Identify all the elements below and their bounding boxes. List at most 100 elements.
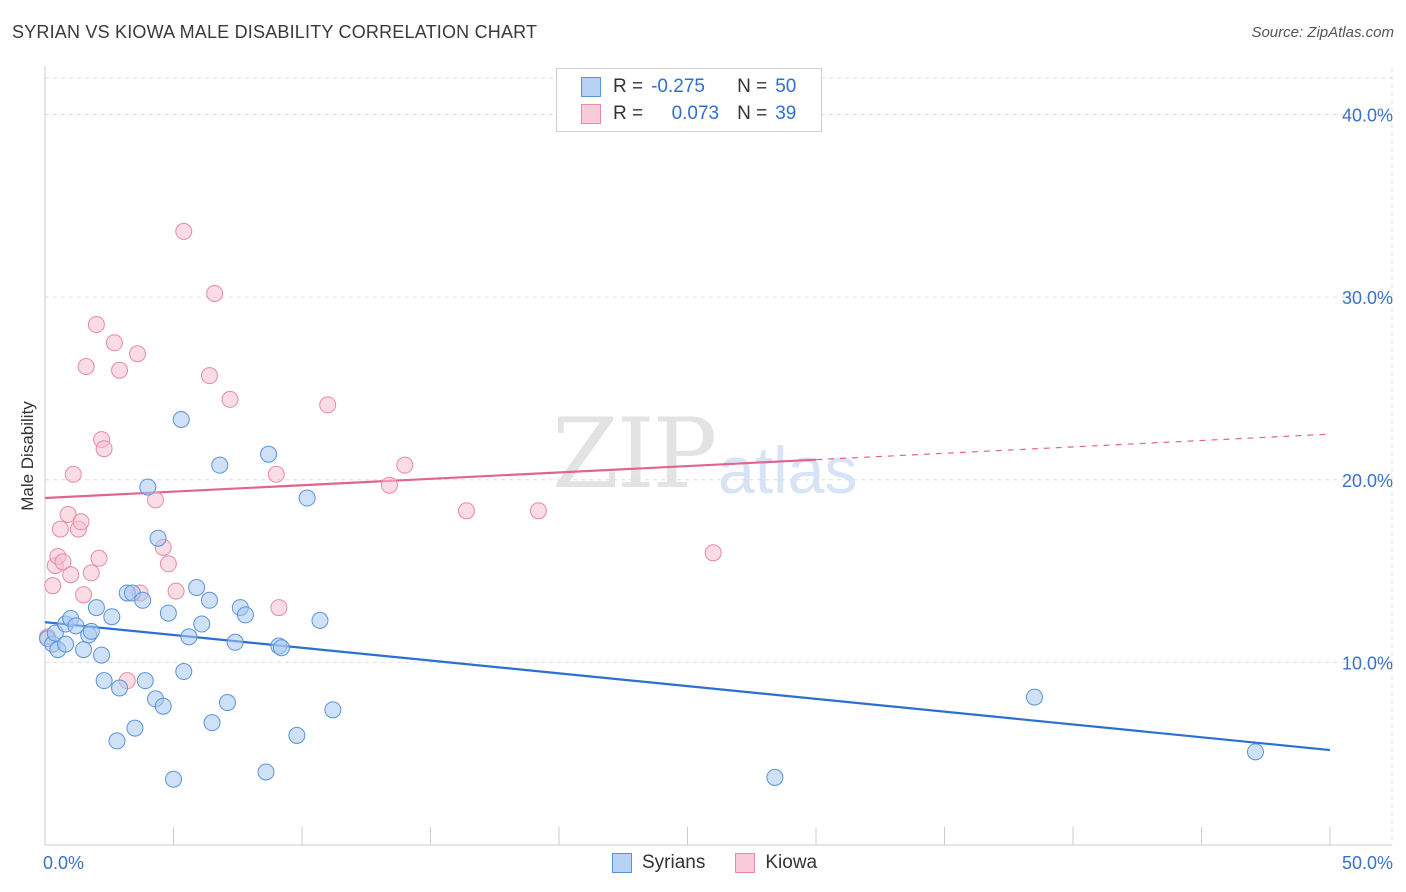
point-syrians bbox=[139, 478, 157, 496]
point-kiowa bbox=[200, 367, 218, 385]
source-label: Source: ZipAtlas.com bbox=[1251, 24, 1394, 41]
point-kiowa bbox=[105, 334, 123, 352]
point-syrians bbox=[67, 617, 85, 635]
point-syrians bbox=[298, 489, 316, 507]
point-syrians bbox=[82, 622, 100, 640]
legend-swatch-kiowa bbox=[735, 853, 756, 873]
point-kiowa bbox=[62, 566, 80, 584]
legend-item-kiowa[interactable]: Kiowa bbox=[735, 852, 817, 874]
points-kiowa bbox=[39, 222, 722, 690]
point-syrians bbox=[226, 633, 244, 651]
legend-n-value-kiowa: 39 bbox=[775, 103, 797, 124]
point-kiowa bbox=[267, 465, 285, 483]
y-axis-label: Male Disability bbox=[18, 401, 37, 511]
point-kiowa bbox=[59, 505, 77, 523]
point-syrians bbox=[154, 697, 172, 715]
point-syrians bbox=[203, 714, 221, 732]
points-syrians bbox=[39, 410, 1264, 788]
point-kiowa bbox=[90, 549, 108, 567]
point-kiowa bbox=[270, 599, 288, 617]
point-kiowa bbox=[175, 222, 193, 240]
point-kiowa bbox=[54, 553, 72, 571]
point-syrians bbox=[211, 456, 229, 474]
point-syrians bbox=[324, 701, 342, 719]
point-syrians bbox=[218, 694, 236, 712]
legend-swatch-kiowa bbox=[581, 104, 601, 124]
trend-solid-syrians bbox=[44, 621, 1331, 752]
legend-r-value-syrians: -0.275 bbox=[651, 76, 705, 97]
legend-r-label: R = bbox=[613, 103, 644, 124]
point-syrians bbox=[172, 410, 190, 428]
x-tick-label: 50.0% bbox=[1342, 853, 1393, 873]
y-tick-label: 30.0% bbox=[1342, 288, 1393, 308]
point-kiowa bbox=[380, 476, 398, 494]
tick-labels: 10.0% 20.0% 30.0% 40.0% 0.0% 50.0% bbox=[43, 106, 1393, 873]
point-syrians bbox=[288, 726, 306, 744]
point-syrians bbox=[57, 635, 75, 653]
legend-label-kiowa: Kiowa bbox=[765, 852, 818, 873]
point-kiowa bbox=[704, 544, 722, 562]
grid-lines bbox=[45, 68, 1393, 845]
legend-row-kiowa: R = 0.073 N = 39 bbox=[581, 102, 796, 126]
trend-solid-kiowa bbox=[44, 458, 817, 500]
trend-line-kiowa bbox=[44, 433, 1331, 500]
point-syrians bbox=[236, 606, 254, 624]
point-kiowa bbox=[221, 390, 239, 408]
legend-r-label: R = bbox=[613, 76, 644, 97]
legend-n-label: N = bbox=[737, 76, 768, 97]
legend-r-value-kiowa: 0.073 bbox=[671, 103, 720, 124]
trend-dashed-kiowa bbox=[815, 433, 1331, 461]
watermark-zip: ZIP bbox=[552, 398, 717, 510]
point-kiowa bbox=[64, 465, 82, 483]
point-kiowa bbox=[129, 345, 147, 363]
point-syrians bbox=[175, 663, 193, 681]
legend-n-value-syrians: 50 bbox=[775, 76, 797, 97]
legend-n-label: N = bbox=[737, 103, 768, 124]
point-kiowa bbox=[396, 456, 414, 474]
point-syrians bbox=[87, 599, 105, 617]
point-kiowa bbox=[147, 491, 165, 509]
point-kiowa bbox=[95, 440, 113, 458]
y-tick-label: 40.0% bbox=[1342, 106, 1393, 126]
point-syrians bbox=[103, 608, 121, 626]
axes bbox=[44, 66, 1392, 846]
point-syrians bbox=[159, 604, 177, 622]
point-syrians bbox=[165, 770, 182, 788]
point-syrians bbox=[95, 672, 113, 690]
point-kiowa bbox=[44, 577, 62, 595]
point-syrians bbox=[1025, 688, 1043, 706]
point-syrians bbox=[311, 611, 329, 629]
legend-label-syrians: Syrians bbox=[642, 852, 706, 873]
point-kiowa bbox=[51, 520, 69, 538]
point-syrians bbox=[149, 529, 167, 547]
point-syrians bbox=[193, 615, 211, 633]
point-syrians bbox=[108, 732, 126, 750]
point-syrians bbox=[111, 679, 129, 697]
point-kiowa bbox=[159, 555, 177, 573]
point-kiowa bbox=[457, 502, 475, 520]
chart-title: SYRIAN VS KIOWA MALE DISABILITY CORRELAT… bbox=[12, 22, 538, 42]
trend-line-syrians bbox=[44, 621, 1331, 752]
point-syrians bbox=[126, 719, 144, 737]
point-kiowa bbox=[319, 396, 337, 414]
point-kiowa bbox=[167, 582, 185, 600]
point-kiowa bbox=[529, 502, 547, 520]
y-tick-label: 10.0% bbox=[1342, 653, 1393, 673]
point-syrians bbox=[260, 445, 278, 463]
correlation-legend: R = -0.275 N = 50 R = 0.073 N = 39 bbox=[556, 68, 822, 132]
legend-item-syrians[interactable]: Syrians bbox=[612, 852, 705, 874]
point-kiowa bbox=[82, 564, 100, 582]
point-kiowa bbox=[77, 358, 95, 376]
point-syrians bbox=[188, 579, 206, 597]
point-syrians bbox=[766, 768, 784, 786]
legend-swatch-syrians bbox=[581, 77, 601, 97]
point-syrians bbox=[136, 672, 154, 690]
point-syrians bbox=[180, 628, 198, 646]
point-syrians bbox=[93, 646, 111, 664]
point-syrians bbox=[134, 591, 152, 609]
point-syrians bbox=[1246, 743, 1264, 761]
point-kiowa bbox=[87, 316, 105, 334]
point-kiowa bbox=[72, 513, 90, 531]
point-syrians bbox=[200, 591, 218, 609]
legend-row-syrians: R = -0.275 N = 50 bbox=[581, 75, 796, 99]
